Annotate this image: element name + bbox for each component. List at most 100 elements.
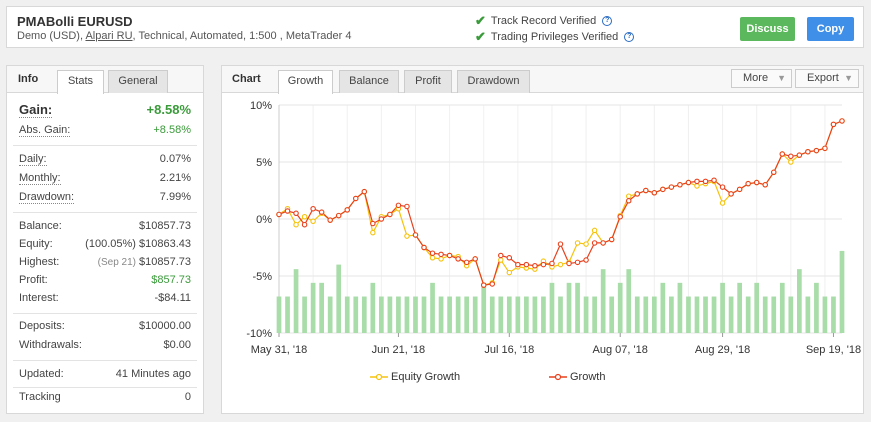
growth-point xyxy=(728,191,734,197)
volume-bar xyxy=(609,296,615,333)
growth-point xyxy=(498,252,504,259)
growth-legend-marker xyxy=(549,373,567,381)
daily-label: Daily: xyxy=(19,153,47,166)
divider xyxy=(13,313,197,314)
tab-profit[interactable]: Profit xyxy=(404,70,452,93)
account-title: PMABolli EURUSD xyxy=(17,14,133,29)
volume-bar xyxy=(643,296,649,333)
abs-gain-value: +8.58% xyxy=(153,124,191,136)
growth-point xyxy=(515,261,521,268)
legend-growth[interactable]: Growth xyxy=(549,371,605,383)
growth-point xyxy=(643,187,649,194)
growth-point xyxy=(353,195,359,202)
monthly-row: Monthly: 2.21% xyxy=(19,172,191,187)
y-tick-label: 0% xyxy=(256,214,272,226)
tab-drawdown[interactable]: Drawdown xyxy=(457,70,530,93)
volume-bar xyxy=(532,296,538,333)
monthly-value: 2.21% xyxy=(159,172,191,184)
equity-growth-point xyxy=(506,269,513,276)
volume-bar xyxy=(379,296,384,333)
tab-stats[interactable]: Stats xyxy=(57,70,104,94)
volume-bar xyxy=(703,296,708,333)
chevron-down-icon: ▼ xyxy=(777,73,786,83)
growth-point xyxy=(412,232,419,238)
volume-bar xyxy=(276,296,282,333)
volume-bar xyxy=(754,282,760,333)
volume-bar xyxy=(396,296,401,333)
help-icon[interactable]: ? xyxy=(624,32,635,42)
growth-point xyxy=(583,257,589,263)
track-record-verified: ✔ Track Record Verified ? xyxy=(475,13,613,29)
volume-bar xyxy=(651,296,657,333)
volume-bar xyxy=(575,282,580,333)
equity-growth-point xyxy=(574,240,581,246)
growth-point xyxy=(591,240,598,246)
volume-bar xyxy=(711,296,717,333)
growth-point xyxy=(762,182,768,188)
tab-balance[interactable]: Balance xyxy=(339,70,399,93)
help-icon[interactable]: ? xyxy=(602,16,613,26)
export-label: Export xyxy=(807,72,839,84)
equity-percent: (100.05%) xyxy=(85,238,136,250)
volume-bar xyxy=(302,296,307,333)
drawdown-value: 7.99% xyxy=(159,191,191,203)
equity-growth-point xyxy=(694,183,700,189)
drawdown-label: Drawdown: xyxy=(19,191,75,204)
tracking-label: Tracking xyxy=(19,391,61,403)
y-tick-label: -5% xyxy=(252,271,272,283)
deposits-value: $10000.00 xyxy=(139,320,191,332)
equity-growth-point xyxy=(301,213,308,220)
volume-bar xyxy=(472,296,478,333)
tab-general[interactable]: General xyxy=(108,70,168,93)
growth-point xyxy=(779,151,786,157)
volume-bar xyxy=(524,296,529,333)
equity-growth-point xyxy=(404,233,410,239)
growth-point xyxy=(736,186,743,193)
volume-bar xyxy=(634,296,640,333)
chevron-down-icon: ▼ xyxy=(844,73,853,83)
volume-bar xyxy=(506,296,512,333)
growth-point xyxy=(335,212,342,219)
growth-point xyxy=(694,178,700,185)
growth-point xyxy=(600,240,606,246)
gain-row: Gain: +8.58% xyxy=(19,102,191,122)
export-dropdown[interactable]: Export ▼ xyxy=(795,69,859,88)
growth-chart[interactable]: 10% 5% 0% -5% -10% May 31, '18 Jun 21, '18 Jul … xyxy=(222,94,863,412)
growth-point xyxy=(276,211,282,218)
interest-row: Interest: -$84.11 xyxy=(19,292,191,307)
growth-point xyxy=(805,148,811,155)
growth-point xyxy=(318,209,325,215)
growth-point xyxy=(677,182,683,188)
legend-equity[interactable]: Equity Growth xyxy=(370,371,460,383)
volume-bar xyxy=(455,296,461,333)
volume-bar xyxy=(737,282,742,333)
broker-link[interactable]: Alpari RU xyxy=(85,30,133,42)
volume-bar xyxy=(498,296,504,333)
growth-point xyxy=(395,202,402,209)
highest-date: (Sep 21) xyxy=(97,257,136,268)
volume-bar xyxy=(626,269,632,333)
tab-growth[interactable]: Growth xyxy=(278,70,333,94)
growth-point xyxy=(378,216,385,222)
discuss-button[interactable]: Discuss xyxy=(740,17,795,41)
volume-bar xyxy=(600,269,606,333)
more-dropdown[interactable]: More ▼ xyxy=(731,69,792,88)
volume-bar xyxy=(421,296,427,333)
gain-label: Gain: xyxy=(19,102,53,118)
trading-privileges-label: Trading Privileges Verified xyxy=(490,31,619,43)
copy-button[interactable]: Copy xyxy=(807,17,854,41)
volume-bar xyxy=(686,296,691,333)
volume-bar xyxy=(464,296,470,333)
growth-point xyxy=(651,190,658,196)
growth-point xyxy=(788,153,794,160)
volume-bar xyxy=(762,296,768,333)
growth-point xyxy=(438,251,444,258)
updated-label: Updated: xyxy=(19,368,64,380)
highest-value-wrap: (Sep 21) $10857.73 xyxy=(98,256,191,268)
volume-bar xyxy=(541,296,546,333)
growth-point xyxy=(753,179,760,186)
volume-bar xyxy=(430,282,435,333)
growth-line xyxy=(278,120,843,286)
volume-bar xyxy=(370,282,376,333)
volume-bar xyxy=(771,296,777,333)
